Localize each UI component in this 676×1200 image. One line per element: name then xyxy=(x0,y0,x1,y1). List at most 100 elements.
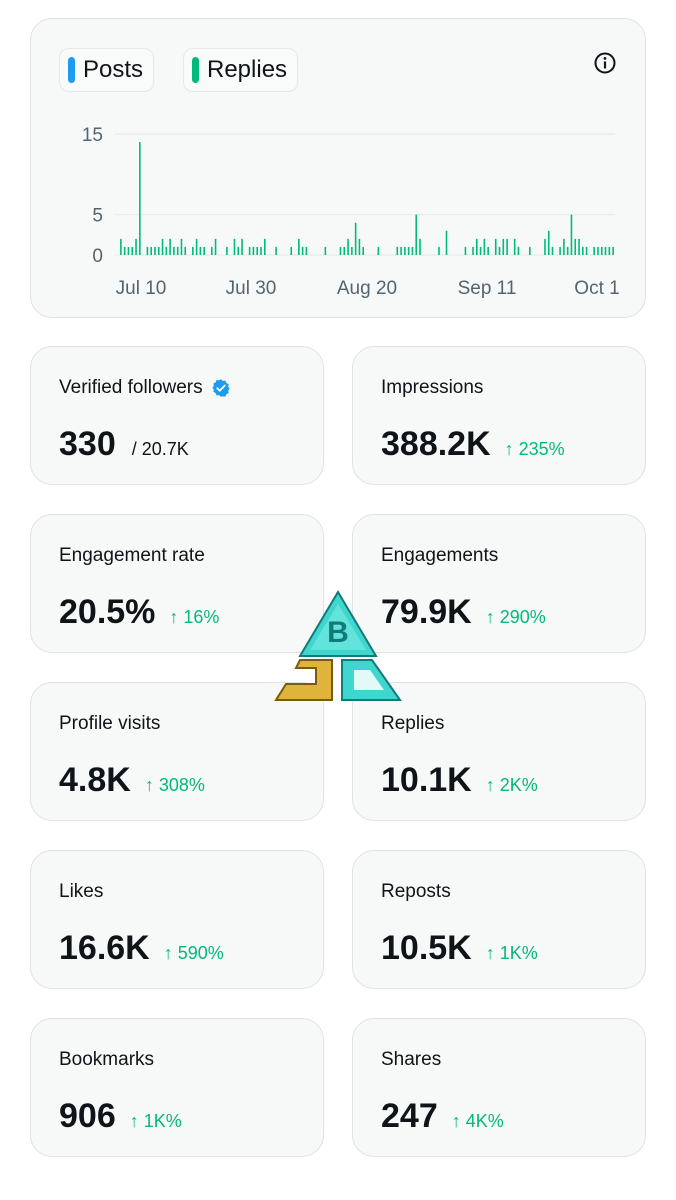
legend-posts-toggle[interactable]: Posts xyxy=(59,48,155,92)
stat-card-profile-visits[interactable]: Profile visits 4.8K ↑ 308% xyxy=(30,682,324,821)
chart-bar xyxy=(566,246,569,255)
legend-replies-label: Replies xyxy=(207,56,288,83)
chart-bar xyxy=(226,246,228,255)
chart-bar xyxy=(404,246,406,255)
y-tick-label: 15 xyxy=(82,125,103,146)
chart-bar xyxy=(324,246,327,255)
bjc-logo-icon: B xyxy=(274,590,402,701)
stat-label-bookmarks: Bookmarks xyxy=(59,1049,155,1070)
chart-bar xyxy=(487,246,489,255)
chart-bar xyxy=(339,246,342,255)
stat-label-text: Verified followers xyxy=(59,377,203,398)
stat-value: 330 xyxy=(59,425,116,463)
chart-bar xyxy=(180,238,183,255)
stat-value-row: 247 ↑ 4K% xyxy=(381,1097,504,1136)
chart-bar xyxy=(582,246,584,255)
info-icon[interactable] xyxy=(593,51,617,75)
stat-value-row: 79.9K ↑ 290% xyxy=(381,593,546,632)
stat-value: 10.1K xyxy=(381,761,472,799)
chart-bar xyxy=(612,246,614,255)
stat-value-row: 16.6K ↑ 590% xyxy=(59,929,224,968)
chart-bar xyxy=(347,238,349,255)
stat-card-likes[interactable]: Likes 16.6K ↑ 590% xyxy=(30,850,324,989)
chart-bar xyxy=(479,246,482,255)
chart-bar xyxy=(563,238,565,255)
stat-label-impressions: Impressions xyxy=(381,377,484,398)
stat-card-impressions[interactable]: Impressions 388.2K ↑ 235% xyxy=(352,346,646,485)
stat-label-shares: Shares xyxy=(381,1049,442,1070)
chart-bar xyxy=(419,238,421,255)
chart-bar xyxy=(123,246,126,255)
chart-bar xyxy=(559,246,561,255)
chart-bar xyxy=(506,238,508,255)
chart-bar xyxy=(547,230,550,255)
chart-bar xyxy=(301,246,304,255)
chart-bar xyxy=(184,246,187,255)
chart-bar xyxy=(464,246,467,255)
chart-bar xyxy=(415,214,418,255)
stat-card-engagement-rate[interactable]: Engagement rate 20.5% ↑ 16% xyxy=(30,514,324,653)
chart-bar xyxy=(354,222,357,255)
stat-change: ↑ 16% xyxy=(169,607,220,627)
chart-bar xyxy=(400,246,402,255)
legend-replies-toggle[interactable]: Replies xyxy=(183,48,299,92)
stat-card-bookmarks[interactable]: Bookmarks 906 ↑ 1K% xyxy=(30,1018,324,1157)
stat-card-verified-followers[interactable]: Verified followers 330 / 20.7K xyxy=(30,346,324,485)
chart-bar xyxy=(438,246,440,255)
stat-card-reposts[interactable]: Reposts 10.5K ↑ 1K% xyxy=(352,850,646,989)
chart-bar xyxy=(154,246,156,255)
chart-bar xyxy=(248,246,251,255)
stat-change: ↑ 2K% xyxy=(485,775,538,795)
chart-bar xyxy=(343,246,346,255)
chart-bar xyxy=(275,246,277,255)
chart-bar xyxy=(165,246,168,255)
stat-value: 16.6K xyxy=(59,929,150,967)
chart-bar xyxy=(476,238,478,255)
chart-bar xyxy=(150,246,152,255)
svg-text:B: B xyxy=(327,616,349,649)
chart-bar xyxy=(256,246,258,255)
chart-bar xyxy=(578,238,580,255)
stat-change: ↑ 1K% xyxy=(129,1111,182,1131)
x-tick-label: Jul 30 xyxy=(226,278,277,299)
stat-label-replies: Replies xyxy=(381,713,445,734)
chart-bar xyxy=(120,238,122,255)
stat-value: 79.9K xyxy=(381,593,472,631)
stat-value-row: 20.5% ↑ 16% xyxy=(59,593,219,632)
chart-bar xyxy=(260,246,262,255)
stat-value: 10.5K xyxy=(381,929,472,967)
chart-bar xyxy=(157,246,160,255)
stat-card-shares[interactable]: Shares 247 ↑ 4K% xyxy=(352,1018,646,1157)
chart-bar xyxy=(407,246,410,255)
chart-bar xyxy=(135,238,137,255)
x-tick-label: Jul 10 xyxy=(116,278,167,299)
chart-bar xyxy=(173,246,175,255)
chart-bar xyxy=(411,246,414,255)
x-tick-label: Oct 1 xyxy=(574,278,619,299)
chart-bar xyxy=(472,246,474,255)
chart-bar xyxy=(139,142,141,255)
legend-posts-label: Posts xyxy=(83,56,144,83)
stat-change: ↑ 290% xyxy=(485,607,546,627)
chart-bar xyxy=(214,238,217,255)
stat-card-replies[interactable]: Replies 10.1K ↑ 2K% xyxy=(352,682,646,821)
stat-total: / 20.7K xyxy=(131,439,189,459)
stat-value: 906 xyxy=(59,1097,116,1135)
stat-label-profile-visits: Profile visits xyxy=(59,713,161,734)
chart-bar xyxy=(396,246,399,255)
chart-bar xyxy=(199,246,202,255)
chart-bar xyxy=(305,246,308,255)
stat-card-engagements[interactable]: Engagements 79.9K ↑ 290% xyxy=(352,514,646,653)
chart-bar xyxy=(252,246,255,255)
stat-change: ↑ 308% xyxy=(144,775,205,795)
stat-change: ↑ 590% xyxy=(163,943,224,963)
chart-bar xyxy=(263,238,266,255)
chart-bar xyxy=(604,246,607,255)
chart-bar xyxy=(600,246,603,255)
stat-label-engagement-rate: Engagement rate xyxy=(59,545,205,566)
chart-bar xyxy=(529,246,531,255)
chart-bar xyxy=(574,238,577,255)
chart-bar xyxy=(290,246,293,255)
chart-bar xyxy=(210,246,213,255)
chart-bar xyxy=(483,238,486,255)
